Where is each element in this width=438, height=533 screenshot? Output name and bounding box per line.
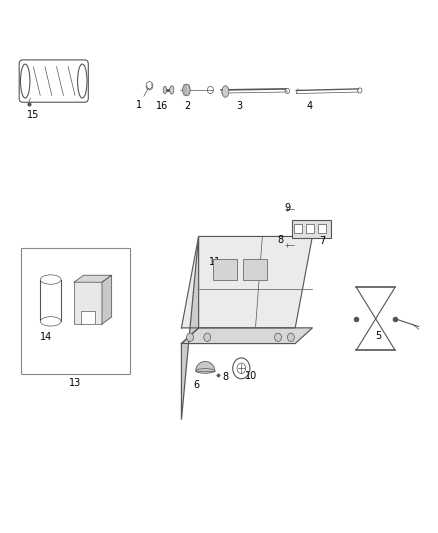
Text: 11: 11	[208, 257, 221, 268]
Ellipse shape	[170, 86, 174, 94]
Text: 8: 8	[277, 236, 283, 245]
Bar	[213, 259, 237, 280]
Circle shape	[204, 333, 211, 342]
Ellipse shape	[183, 84, 190, 96]
Ellipse shape	[222, 86, 229, 97]
Polygon shape	[102, 275, 112, 324]
Text: 3: 3	[237, 101, 243, 111]
Bar	[292, 220, 331, 238]
Bar	[294, 224, 302, 233]
Text: 4: 4	[306, 101, 312, 111]
Ellipse shape	[40, 275, 61, 284]
Polygon shape	[196, 361, 215, 371]
Text: 16: 16	[156, 101, 169, 111]
Polygon shape	[181, 237, 198, 419]
Text: 14: 14	[40, 332, 53, 342]
Ellipse shape	[78, 64, 87, 98]
Ellipse shape	[21, 64, 30, 98]
Text: 6: 6	[193, 379, 199, 390]
Text: 5: 5	[375, 331, 381, 341]
Text: 13: 13	[69, 378, 81, 388]
Bar	[306, 224, 314, 233]
Circle shape	[287, 333, 294, 342]
Polygon shape	[181, 237, 312, 328]
Polygon shape	[181, 328, 312, 344]
Bar	[21, 248, 130, 374]
Circle shape	[187, 333, 194, 342]
Text: 8: 8	[222, 372, 228, 382]
Text: 10: 10	[245, 370, 257, 381]
Ellipse shape	[40, 317, 61, 326]
FancyBboxPatch shape	[19, 60, 88, 102]
Text: 2: 2	[184, 101, 191, 111]
Text: 1: 1	[136, 100, 142, 110]
Polygon shape	[81, 311, 95, 324]
Bar	[243, 259, 267, 280]
Text: 9: 9	[284, 203, 290, 213]
Ellipse shape	[196, 369, 215, 373]
Bar	[74, 282, 102, 324]
Bar	[318, 224, 326, 233]
Text: 15: 15	[28, 110, 40, 120]
Ellipse shape	[163, 86, 166, 94]
Polygon shape	[74, 275, 112, 282]
Circle shape	[275, 333, 282, 342]
Text: 7: 7	[319, 237, 325, 246]
